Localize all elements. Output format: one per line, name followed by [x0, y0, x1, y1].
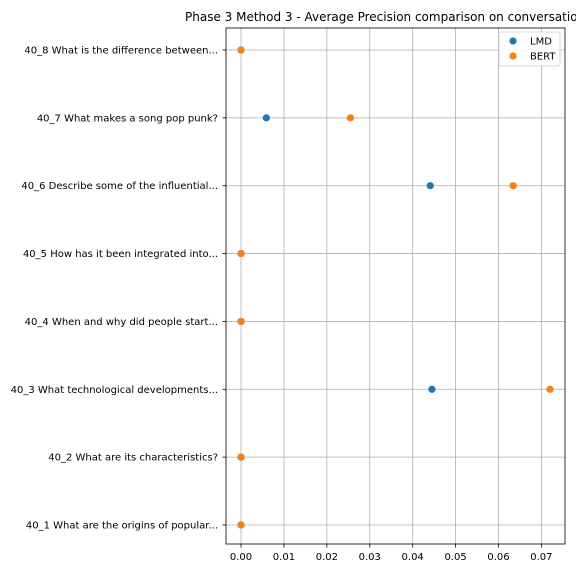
- point-bert-5: [509, 182, 517, 190]
- x-tick-label-0: 0.00: [230, 552, 252, 563]
- point-bert-1: [237, 453, 245, 461]
- y-tick-label-4: 40_5 How has it been integrated into...: [23, 249, 218, 260]
- axes: [225, 27, 566, 545]
- plot-frame: [225, 27, 566, 545]
- x-tick-label-4: 0.04: [402, 552, 424, 563]
- y-tick-label-6: 40_7 What makes a song pop punk?: [37, 113, 218, 124]
- x-axis-ticks: 0.00 0.01 0.02 0.03 0.04 0.05 0.06 0.07: [230, 544, 553, 563]
- x-tick-label-2: 0.02: [316, 552, 338, 563]
- x-tick-label-1: 0.01: [273, 552, 295, 563]
- y-tick-label-5: 40_6 Describe some of the influential...: [21, 181, 218, 192]
- x-tick-label-5: 0.05: [444, 552, 466, 563]
- point-bert-3: [237, 317, 245, 326]
- legend-label-lmd: LMD: [530, 37, 552, 48]
- y-tick-label-7: 40_8 What is the difference between...: [24, 46, 218, 57]
- y-axis-ticks: 40_1 What are the origins of popular... 4…: [11, 46, 226, 532]
- point-lmd-2: [428, 385, 436, 393]
- point-lmd-6: [262, 114, 270, 122]
- point-bert-0: [237, 521, 245, 529]
- point-lmd-5: [426, 182, 434, 190]
- point-bert-4: [237, 249, 245, 258]
- grid-lines: [226, 28, 565, 544]
- point-bert-2: [546, 385, 554, 393]
- legend: LMD BERT: [498, 31, 561, 67]
- legend-marker-lmd: [509, 37, 517, 45]
- legend-label-bert: BERT: [530, 52, 556, 63]
- y-tick-label-2: 40_3 What technological developments...: [11, 385, 218, 396]
- chart-title: Phase 3 Method 3 - Average Precision com…: [185, 10, 576, 24]
- legend-marker-bert: [509, 52, 517, 60]
- y-tick-label-3: 40_4 When and why did people start...: [25, 317, 218, 328]
- point-bert-7: [237, 46, 245, 54]
- point-bert-6: [346, 114, 355, 122]
- x-tick-label-3: 0.03: [359, 552, 381, 563]
- x-tick-label-6: 0.06: [487, 552, 509, 563]
- data-points: [237, 46, 554, 529]
- y-tick-label-0: 40_1 What are the origins of popular...: [26, 521, 218, 532]
- x-tick-label-7: 0.07: [530, 552, 552, 563]
- y-tick-label-1: 40_2 What are its characteristics?: [48, 453, 218, 464]
